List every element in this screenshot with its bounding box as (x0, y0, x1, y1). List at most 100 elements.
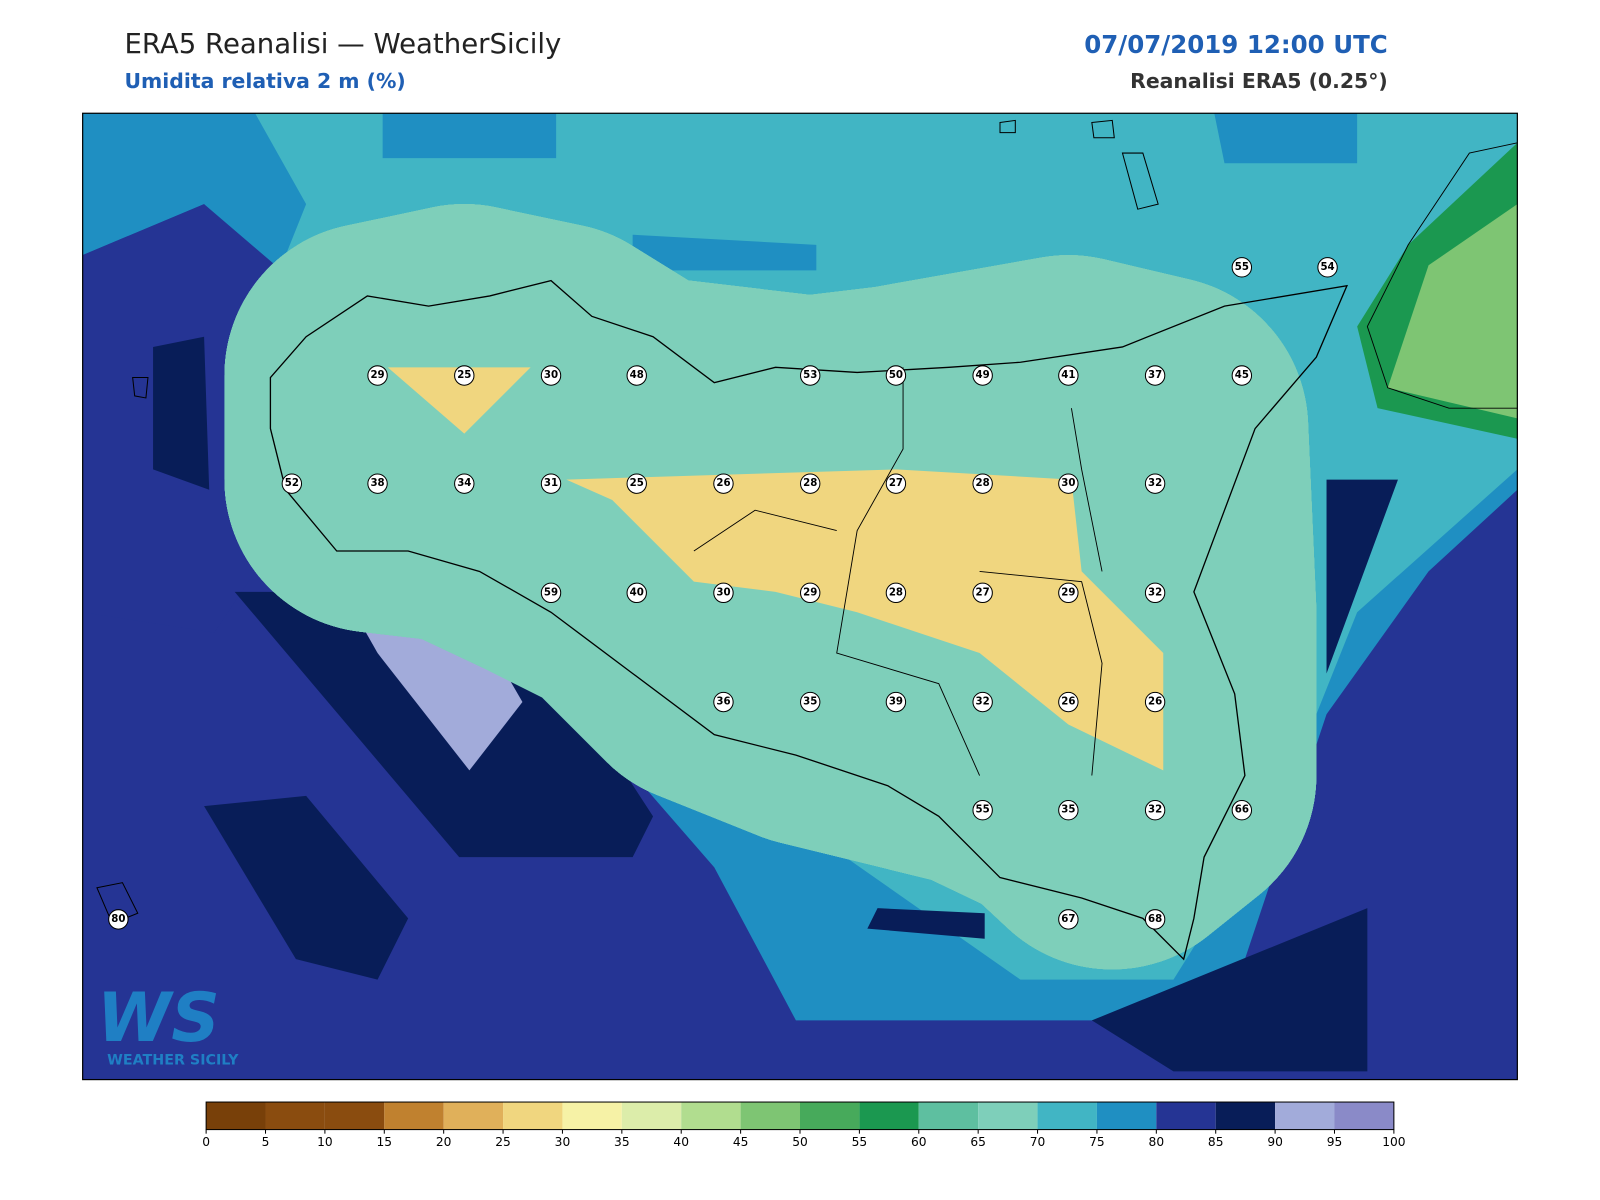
stations: 29 25 30 48 53 50 49 41 37 45 55 54 52 38 34 31 25 26 28 27… (108, 257, 1338, 930)
colorbar-tick-label: 80 (1149, 1135, 1165, 1149)
colorbar-tick-label: 25 (495, 1135, 511, 1149)
colorbar-tick-label: 15 (376, 1135, 392, 1149)
station-marker (1231, 800, 1253, 821)
station-value: 37 (1148, 370, 1162, 381)
station-value: 25 (457, 370, 471, 381)
colorbar-tick-label: 30 (555, 1135, 571, 1149)
colorbar-tick-label: 85 (1208, 1135, 1224, 1149)
station-value: 49 (976, 370, 990, 381)
station-value: 35 (1061, 805, 1075, 816)
colorbar-segment (621, 1102, 682, 1130)
colorbar-tick-label: 60 (911, 1135, 927, 1149)
colorbar-segment (681, 1102, 741, 1130)
station-value: 29 (1061, 587, 1075, 598)
colorbar-segment (1334, 1102, 1394, 1130)
islands (96, 119, 1159, 925)
station-marker (972, 582, 993, 604)
band (382, 113, 1358, 271)
colorbar-tick-label: 20 (436, 1135, 452, 1149)
colorbar-segment (859, 1102, 919, 1130)
station-marker (972, 365, 993, 386)
colorbar-tick-label: 45 (733, 1135, 749, 1149)
station-marker (1144, 691, 1166, 713)
station-value: 25 (630, 478, 644, 489)
station-marker (367, 473, 388, 494)
station-value: 29 (803, 587, 817, 598)
source: Reanalisi ERA5 (0.25°) (1130, 69, 1388, 93)
colorbar-tick-label: 40 (673, 1135, 689, 1149)
station-value: 40 (630, 587, 644, 598)
station-marker (800, 582, 821, 604)
station-value: 35 (803, 697, 817, 708)
field: 29 25 30 48 53 50 49 41 37 45 55 54 52 38 34 31 25 26 28 27… (82, 113, 1518, 1080)
station-marker (713, 691, 734, 713)
station-marker (972, 800, 993, 821)
station-value: 68 (1148, 914, 1162, 925)
station-value: 30 (544, 370, 558, 381)
station-marker (1058, 800, 1079, 821)
colorbar-segment (1156, 1102, 1216, 1130)
station-value: 28 (976, 478, 990, 489)
station-marker (1058, 909, 1079, 930)
colorbar-segment (1096, 1102, 1157, 1130)
colorbar-tick-label: 65 (970, 1135, 986, 1149)
station-marker (540, 473, 562, 494)
station-value: 28 (803, 478, 817, 489)
band (153, 336, 1398, 1072)
station-value: 32 (1148, 478, 1162, 489)
colorbar-tick-label: 35 (614, 1135, 630, 1149)
station-marker (1058, 582, 1079, 604)
station-marker (800, 473, 821, 494)
station-value: 41 (1061, 370, 1075, 381)
station-marker (1058, 691, 1079, 713)
station-value: 34 (457, 478, 471, 489)
band (1387, 204, 1518, 419)
station-marker (1317, 257, 1338, 278)
colorbar-segment (740, 1102, 800, 1130)
logo-text: WEATHER SICILY (107, 1052, 239, 1068)
band (387, 367, 1164, 771)
station-value: 54 (1320, 262, 1334, 273)
station-value: 27 (976, 587, 990, 598)
station-value: 39 (889, 697, 903, 708)
station-value: 45 (1235, 370, 1249, 381)
station-value: 32 (976, 697, 990, 708)
colorbar-tick-label: 0 (202, 1135, 210, 1149)
station-marker (540, 582, 562, 604)
station-value: 32 (1148, 805, 1162, 816)
station-marker (885, 582, 907, 604)
station-value: 26 (1148, 697, 1162, 708)
map-frame (82, 112, 1518, 1081)
colorbar-segment (562, 1102, 622, 1130)
colorbar-segment (918, 1102, 979, 1130)
station-marker (1144, 473, 1166, 494)
station-value: 31 (544, 478, 558, 489)
colorbar-segment (1275, 1102, 1335, 1130)
station-marker (713, 582, 734, 604)
station-value: 59 (544, 587, 558, 598)
colorbar-segment (265, 1102, 325, 1130)
station-value: 67 (1061, 914, 1075, 925)
station-marker (1231, 257, 1253, 278)
colorbar-segment (324, 1102, 385, 1130)
borders (693, 142, 1518, 776)
station-marker (1144, 909, 1166, 930)
colorbar-tick-label: 10 (317, 1135, 333, 1149)
station-value: 52 (285, 478, 299, 489)
station-value: 55 (1235, 262, 1249, 273)
station-marker (108, 909, 129, 930)
station-value: 30 (1061, 478, 1075, 489)
title: ERA5 Reanalisi — WeatherSicily (124, 28, 561, 60)
colorbar-tick-label: 95 (1327, 1135, 1343, 1149)
colorbar-segment (978, 1102, 1038, 1130)
station-marker (885, 691, 907, 713)
station-marker (972, 473, 993, 494)
station-value: 27 (889, 478, 903, 489)
station-marker (1231, 365, 1253, 386)
subtitle: Umidita relativa 2 m (%) (124, 69, 405, 93)
station-value: 26 (1061, 697, 1075, 708)
datetime: 07/07/2019 12:00 UTC (1084, 30, 1388, 59)
humidity-bands (224, 357, 1317, 816)
colorbar-tick-label: 5 (262, 1135, 270, 1149)
